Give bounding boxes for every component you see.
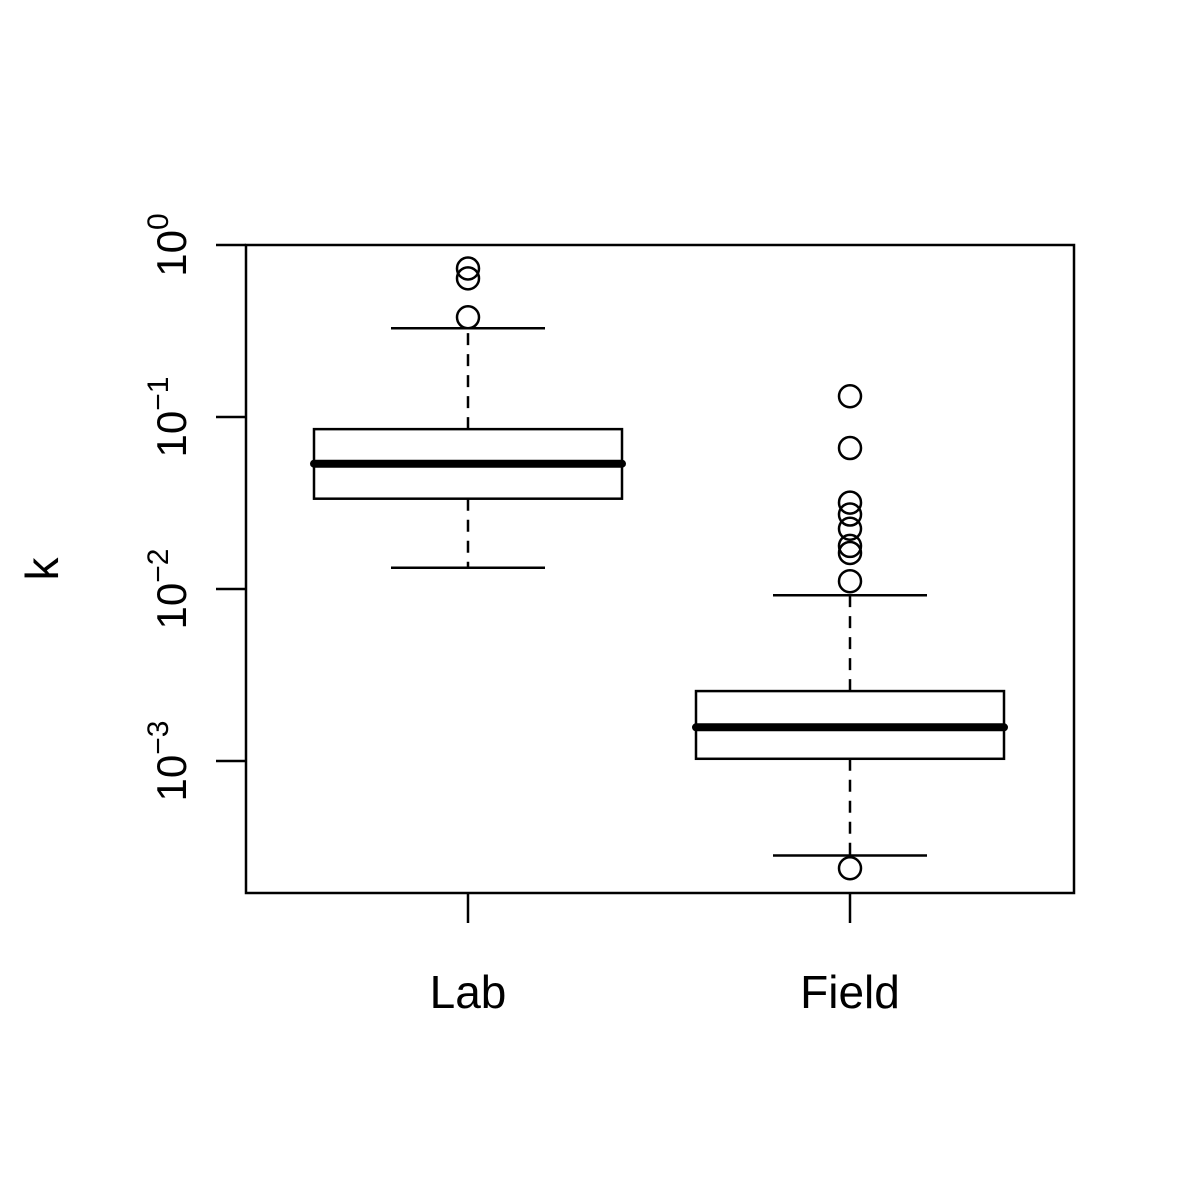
- outlier-point: [837, 384, 863, 409]
- x-category-label: Field: [800, 966, 900, 1018]
- y-tick-label: 100: [142, 213, 195, 276]
- outlier-point: [837, 490, 863, 515]
- plot-frame: [244, 243, 1076, 895]
- outlier-point: [837, 855, 863, 881]
- boxes: [310, 256, 1008, 881]
- y-axis-label: k: [16, 557, 68, 581]
- outlier-point: [455, 256, 481, 281]
- outlier-point: [455, 266, 481, 291]
- outlier-point: [837, 516, 863, 542]
- outlier-point: [455, 305, 481, 330]
- outlier-point: [837, 435, 863, 461]
- y-axis: 100 10−1 10−2 10−3: [142, 213, 246, 801]
- outlier-point: [837, 502, 863, 527]
- outlier-point: [837, 568, 863, 594]
- box-group: [310, 256, 626, 569]
- outlier-point: [837, 540, 863, 566]
- y-tick-label: 10−1: [142, 377, 195, 458]
- outlier-point: [837, 533, 863, 559]
- y-tick-label: 10−2: [142, 549, 195, 630]
- x-axis: Lab Field: [430, 893, 900, 1018]
- x-category-label: Lab: [430, 966, 507, 1018]
- y-tick-label: 10−3: [142, 721, 195, 802]
- box-group: [692, 384, 1008, 881]
